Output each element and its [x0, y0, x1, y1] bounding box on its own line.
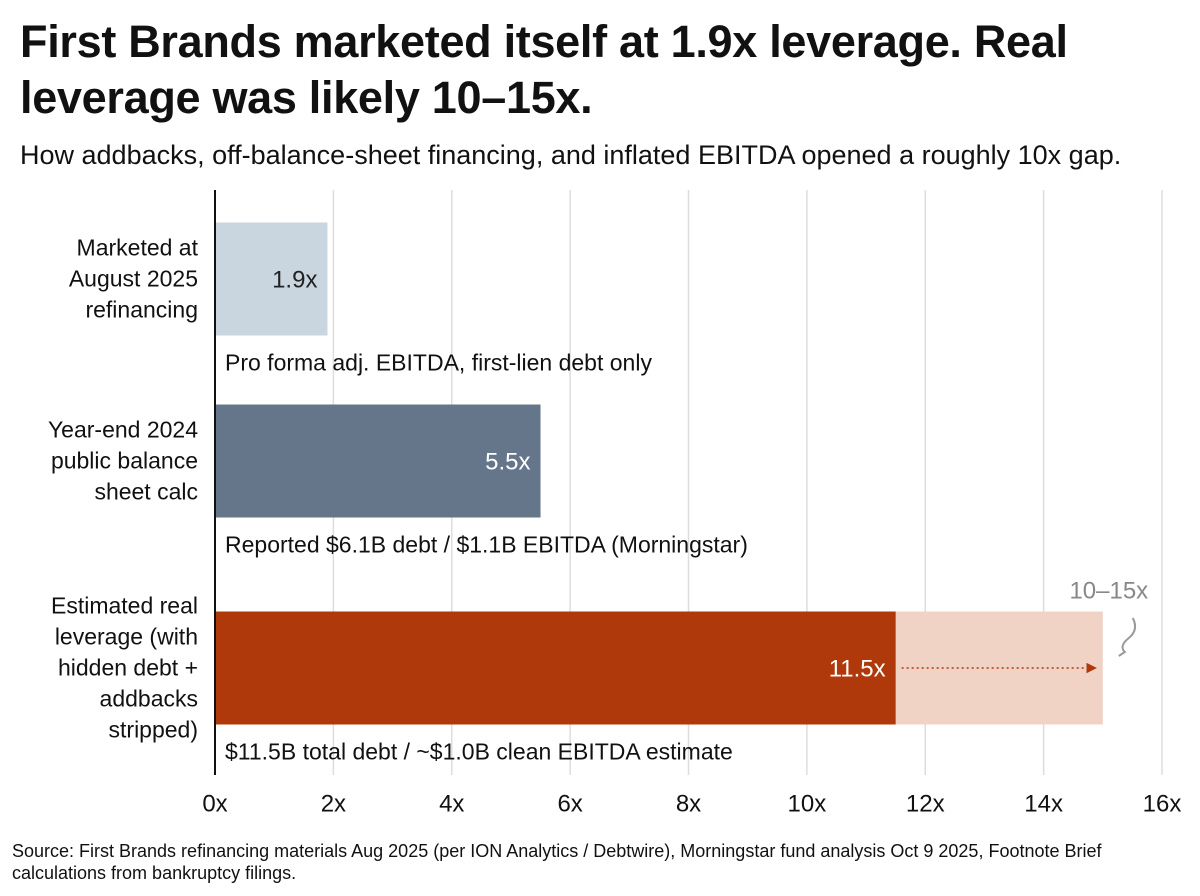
bar-annotation: Pro forma adj. EBITDA, first-lien debt o…	[225, 349, 652, 375]
range-pointer	[1118, 617, 1137, 657]
category-label: Year-end 2024 public balance sheet calc	[47, 416, 198, 505]
category-label: Marketed at August 2025 refinancing	[68, 234, 198, 323]
x-tick-label: 10x	[788, 790, 827, 817]
bar-annotation: $11.5B total debt / ~$1.0B clean EBITDA …	[225, 738, 733, 764]
x-tick-label: 8x	[676, 790, 701, 817]
chart-subtitle: How addbacks, off-balance-sheet financin…	[20, 140, 1122, 170]
category-label: Estimated real leverage (with hidden deb…	[50, 592, 198, 743]
x-tick-label: 2x	[321, 790, 346, 817]
x-tick-label: 14x	[1024, 790, 1063, 817]
chart-title: First Brands marketed itself at 1.9x lev…	[20, 16, 1068, 123]
x-tick-label: 0x	[202, 790, 227, 817]
range-label: 10–15x	[1069, 577, 1148, 604]
value-label: 11.5x	[829, 655, 886, 682]
x-tick-label: 12x	[906, 790, 945, 817]
bar-annotation: Reported $6.1B debt / $1.1B EBITDA (Morn…	[225, 531, 748, 557]
bar	[215, 222, 328, 336]
value-label: 1.9x	[272, 266, 317, 293]
x-tick-label: 16x	[1143, 790, 1182, 817]
x-tick-label: 6x	[557, 790, 582, 817]
x-tick-label: 4x	[439, 790, 464, 817]
source-note: Source: First Brands refinancing materia…	[12, 841, 1102, 883]
bar	[215, 611, 896, 725]
value-label: 5.5x	[485, 448, 530, 475]
bar	[215, 404, 541, 518]
